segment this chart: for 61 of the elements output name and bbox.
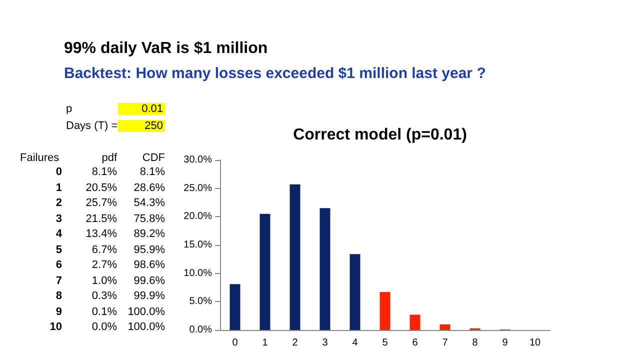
category-label: 0: [56, 166, 62, 178]
x-tick-label: 5: [382, 338, 388, 348]
x-tick-label: 2: [292, 338, 298, 348]
y-tick-label: 0.0%: [189, 324, 212, 336]
text: CDF: [141, 152, 165, 164]
text: 100.0%: [126, 321, 165, 333]
category-label: 10: [50, 321, 62, 333]
y-tick-label: 15.0%: [184, 240, 212, 250]
text: Failures: [20, 152, 60, 164]
text: 28.6%: [132, 182, 165, 194]
x-tick-label: 9: [502, 338, 508, 348]
chart-title: Correct model (p=0.01): [293, 126, 467, 144]
text: 0.01: [118, 103, 165, 115]
text: 100.0%: [126, 306, 165, 318]
text: Backtest: How many losses exceeded $1 million last year ?: [64, 65, 486, 82]
text: 98.6%: [132, 259, 165, 271]
category-label: 1: [56, 182, 62, 194]
text: 95.9%: [132, 244, 165, 256]
text: 250: [118, 120, 165, 132]
text: 8.1%: [138, 166, 165, 178]
x-tick-label: 7: [442, 338, 448, 348]
x-tick-label: 4: [352, 338, 358, 348]
text: 0.0%: [90, 321, 117, 333]
text: 21.5%: [84, 212, 117, 224]
text: 25.7%: [84, 197, 117, 209]
x-tick-label: 1: [262, 338, 268, 348]
y-tick-label: 10.0%: [184, 268, 212, 279]
y-tick-label: 5.0%: [189, 296, 212, 308]
text: 0.1%: [90, 306, 117, 318]
text: 20.5%: [84, 182, 117, 194]
x-tick-label: 3: [322, 338, 328, 348]
category-label: 3: [56, 212, 62, 224]
category-label: 6: [56, 259, 62, 271]
x-tick-label: 0: [232, 338, 238, 348]
category-label: 2: [56, 197, 62, 209]
text: Days (T) =: [66, 120, 118, 132]
category-label: 5: [56, 244, 62, 256]
text: 1.0%: [90, 274, 117, 286]
text: 99.9%: [132, 290, 165, 302]
text: p: [66, 103, 72, 115]
text: 0.3%: [90, 290, 117, 302]
x-tick-label: 6: [412, 338, 418, 348]
text: 89.2%: [132, 228, 165, 240]
y-tick-label: 25.0%: [184, 182, 212, 194]
text: 13.4%: [84, 228, 117, 240]
x-tick-label: 8: [472, 338, 478, 348]
text: 54.3%: [132, 197, 165, 209]
text: 99% daily VaR is $1 million: [64, 40, 268, 58]
text: 6.7%: [90, 244, 117, 256]
y-tick-label: 20.0%: [184, 211, 212, 222]
text: 99.6%: [132, 274, 165, 286]
category-label: 4: [56, 228, 62, 240]
x-tick-label: 10: [529, 338, 541, 348]
category-label: 8: [56, 290, 62, 302]
text: 2.7%: [90, 259, 117, 271]
category-label: 7: [56, 274, 62, 286]
category-label: 9: [56, 306, 62, 318]
text: 8.1%: [90, 166, 117, 178]
y-tick-label: 30.0%: [184, 154, 212, 166]
text: pdf: [100, 152, 117, 164]
text: 75.8%: [132, 212, 165, 224]
